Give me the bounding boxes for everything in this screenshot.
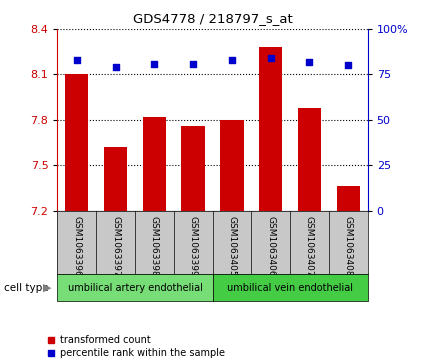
Bar (220, 120, 244, 211)
Point (345, 62, 351, 68)
Bar (104, 147, 127, 211)
Point (112, 64, 119, 70)
Point (267, 55, 274, 61)
Text: GSM1063407: GSM1063407 (305, 216, 314, 276)
Bar (259, 47, 282, 211)
Point (229, 57, 235, 63)
Bar (181, 126, 205, 211)
Text: GSM1063396: GSM1063396 (72, 216, 81, 276)
Point (74, 57, 80, 63)
Title: GDS4778 / 218797_s_at: GDS4778 / 218797_s_at (133, 12, 292, 25)
Bar (57, 274, 212, 301)
Bar (298, 108, 321, 211)
Legend: transformed count, percentile rank within the sample: transformed count, percentile rank withi… (47, 335, 225, 358)
Text: ▶: ▶ (42, 283, 51, 293)
Text: GSM1063397: GSM1063397 (111, 216, 120, 276)
Text: GSM1063405: GSM1063405 (227, 216, 236, 276)
Bar (337, 186, 360, 211)
Point (306, 59, 313, 65)
Text: umbilical artery endothelial: umbilical artery endothelial (68, 283, 202, 293)
Point (190, 61, 196, 66)
Point (151, 61, 158, 66)
Text: GSM1063406: GSM1063406 (266, 216, 275, 276)
Text: GSM1063398: GSM1063398 (150, 216, 159, 276)
Text: cell type: cell type (4, 283, 49, 293)
Text: GSM1063408: GSM1063408 (344, 216, 353, 276)
Bar (65, 74, 88, 211)
Bar (143, 117, 166, 211)
Text: umbilical vein endothelial: umbilical vein endothelial (227, 283, 353, 293)
Text: GSM1063399: GSM1063399 (189, 216, 198, 276)
Bar (212, 274, 368, 301)
